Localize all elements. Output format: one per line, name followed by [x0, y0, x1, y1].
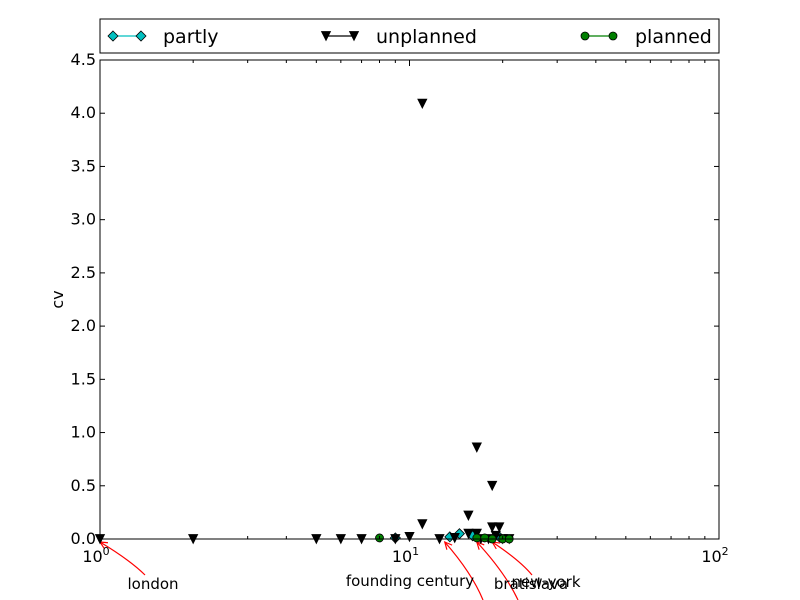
x-tick-label: 100	[82, 545, 109, 566]
annotation-label: founding century	[346, 572, 474, 590]
data-point-unplanned-19	[494, 522, 505, 533]
y-tick-label: 2.5	[71, 263, 96, 282]
y-tick-label: 2.0	[71, 316, 96, 335]
legend-marker-planned	[608, 31, 618, 41]
legend-marker-planned	[580, 31, 590, 41]
y-tick-label: 4.5	[71, 50, 96, 69]
legend-label-planned: planned	[635, 26, 712, 48]
annotation-label: bratislava	[494, 575, 568, 593]
legend-marker-unplanned	[320, 31, 332, 42]
data-point-planned-1	[472, 533, 482, 543]
legend-marker-unplanned	[348, 31, 360, 42]
y-tick-label: 1.5	[71, 369, 96, 388]
data-point-unplanned-12	[463, 528, 474, 540]
annotation-arrow	[444, 541, 484, 600]
annotation-label: new-york	[511, 573, 580, 591]
annotation-label: london	[127, 575, 178, 593]
annotation-arrow	[491, 541, 533, 576]
data-point-unplanned-11	[463, 510, 474, 521]
data-point-unplanned-8	[417, 98, 428, 110]
data-point-unplanned-7	[417, 519, 428, 530]
data-point-unplanned-10	[449, 533, 460, 544]
legend-label-unplanned: unplanned	[376, 26, 477, 48]
annotation-arrow	[476, 541, 519, 600]
x-tick-label: 102	[701, 545, 728, 566]
y-axis-label: cv	[48, 290, 67, 308]
legend-marker-partly	[135, 30, 147, 42]
data-point-unplanned-13	[471, 442, 482, 453]
data-point-planned-2	[480, 533, 490, 543]
annotation-arrowhead	[443, 540, 453, 550]
y-tick-label: 3.0	[71, 210, 96, 229]
y-tick-label: 3.5	[71, 156, 96, 175]
data-point-unplanned-18	[487, 522, 498, 533]
annotation-arrow	[99, 541, 146, 576]
legend-label-partly: partly	[163, 26, 219, 48]
y-tick-label: 0.5	[71, 476, 96, 495]
y-tick-label: 0.0	[71, 529, 96, 548]
y-tick-label: 4.0	[71, 103, 96, 122]
legend-marker-partly	[107, 30, 119, 42]
y-tick-label: 1.0	[71, 423, 96, 442]
x-tick-label: 101	[392, 545, 419, 566]
plot-frame	[99, 59, 720, 540]
data-point-unplanned-17	[487, 480, 498, 492]
